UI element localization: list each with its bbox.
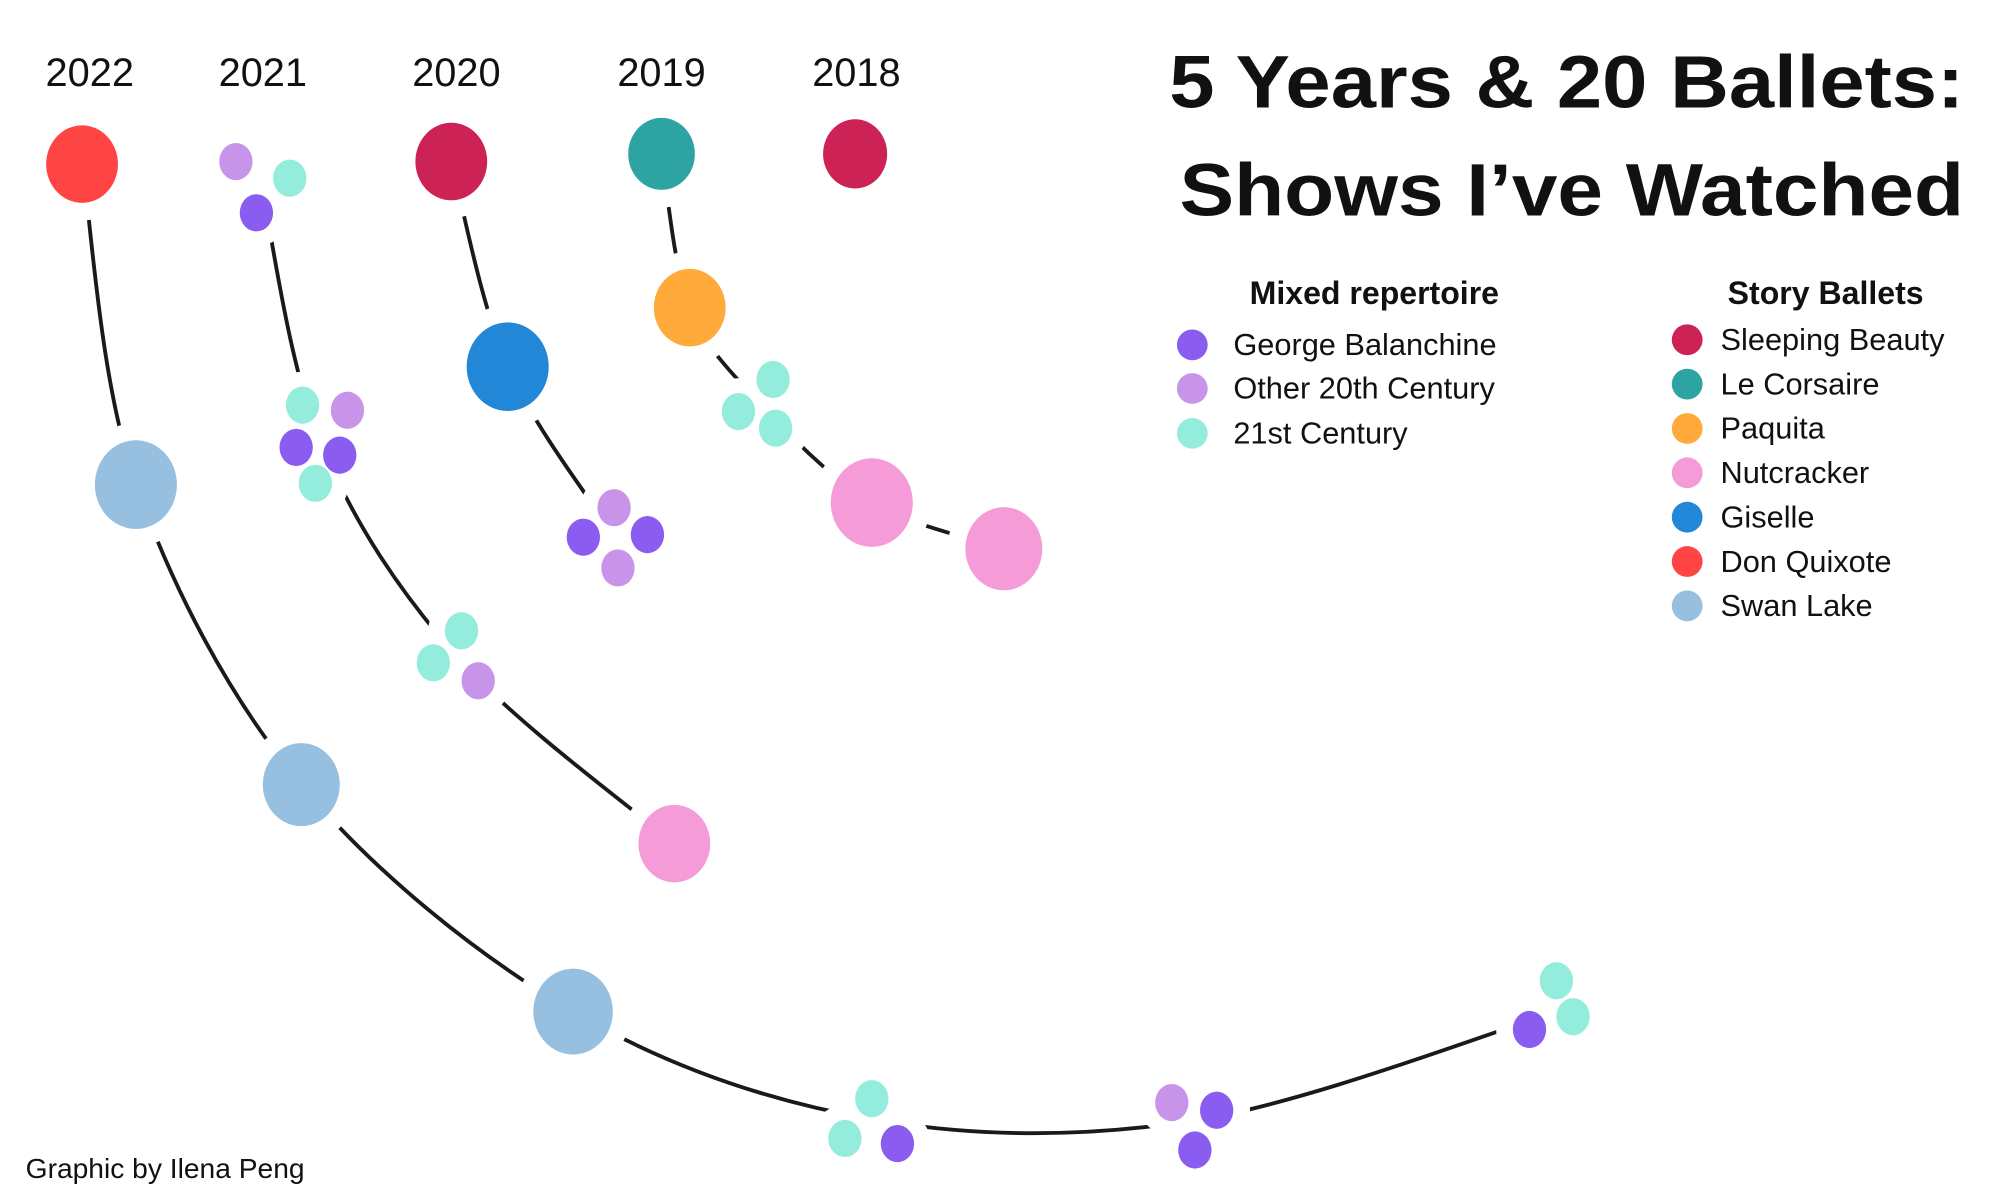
legend-mixed-repertoire: Mixed repertoire George Balanchine Other … <box>1176 275 1499 451</box>
dot-george-balanchine <box>239 194 274 232</box>
legend-dot-sleeping-beauty <box>1671 324 1703 356</box>
dot-21st-century <box>285 386 320 424</box>
show-2019-4 <box>812 441 931 565</box>
bubble-giselle <box>466 322 549 411</box>
timeline-line-2021 <box>258 177 677 846</box>
legend-dot-nutcracker <box>1671 457 1703 489</box>
legend-label: Paquita <box>1721 411 1826 446</box>
dot-21st-century <box>444 612 479 650</box>
legend-label: Don Quixote <box>1721 544 1892 579</box>
dot-george-balanchine <box>1200 1091 1234 1129</box>
dot-other-20th-century <box>330 391 365 429</box>
legend-dot-le-corsaire <box>1671 368 1703 400</box>
dot-george-balanchine <box>1512 1010 1547 1049</box>
show-2021-1 <box>202 128 324 247</box>
show-2019-2 <box>635 251 744 365</box>
legend-mixed-header: Mixed repertoire <box>1250 275 1499 311</box>
dot-21st-century <box>855 1080 889 1118</box>
bubble-nutcracker <box>638 804 711 883</box>
show-2021-4 <box>620 787 729 900</box>
dot-21st-century <box>828 1119 862 1158</box>
credit: Graphic by Ilena Peng <box>26 1152 305 1184</box>
show-2019-5 <box>947 489 1061 608</box>
dot-other-20th-century <box>219 142 253 181</box>
bubble-nutcracker <box>830 458 913 547</box>
legend-label: Le Corsaire <box>1721 366 1880 401</box>
year-label-2020: 2020 <box>412 51 500 95</box>
show-2018-1 <box>805 101 906 207</box>
year-label-2018: 2018 <box>812 51 900 95</box>
dot-21st-century <box>756 360 790 399</box>
bubble-le-corsaire <box>628 117 695 190</box>
legend-dot-swan-lake <box>1671 590 1703 622</box>
year-label-2021: 2021 <box>219 51 307 95</box>
show-2020-2 <box>448 305 567 429</box>
dot-21st-century <box>1539 962 1574 1000</box>
dot-21st-century <box>416 644 450 682</box>
dot-other-20th-century <box>461 662 495 700</box>
timeline-nodes <box>28 100 1607 1184</box>
show-2021-3 <box>400 597 512 715</box>
dot-george-balanchine <box>630 516 665 554</box>
year-labels: 2022 2021 2020 2019 2018 <box>46 51 901 95</box>
bubble-don-quixote <box>46 125 118 203</box>
dot-george-balanchine <box>323 436 357 474</box>
legend-dot-don-quixote <box>1671 546 1703 577</box>
show-2022-6 <box>1138 1069 1250 1184</box>
bubble-paquita <box>653 268 726 347</box>
show-2022-2 <box>76 423 195 547</box>
legend-dot-george-balanchine <box>1176 329 1208 361</box>
show-2021-2 <box>262 371 381 517</box>
show-2022-5 <box>811 1065 931 1177</box>
legend-label: 21st Century <box>1233 416 1408 451</box>
bubble-swan-lake <box>262 743 340 827</box>
year-label-2019: 2019 <box>617 51 705 95</box>
legend-dot-paquita <box>1671 413 1703 444</box>
show-2020-1 <box>397 105 506 218</box>
legend-dot-other-20th-century <box>1176 373 1208 404</box>
show-2022-3 <box>244 725 358 844</box>
legend-story-ballets: Story Ballets Sleeping Beauty Le Corsaire… <box>1671 275 1946 623</box>
dot-21st-century <box>721 392 756 431</box>
bubble-sleeping-beauty <box>415 122 488 201</box>
dot-george-balanchine <box>1178 1131 1212 1169</box>
title-line-1: 5 Years & 20 Ballets: <box>1169 41 1964 124</box>
legend-label: Nutcracker <box>1721 455 1870 490</box>
bubble-sleeping-beauty <box>823 119 888 189</box>
dot-21st-century <box>1556 998 1590 1036</box>
show-2022-1 <box>28 107 136 221</box>
legend-label: George Balanchine <box>1233 327 1496 362</box>
show-2022-7 <box>1496 947 1607 1063</box>
legend-label: Sleeping Beauty <box>1721 322 1946 357</box>
legend-label: Giselle <box>1721 499 1815 534</box>
dot-george-balanchine <box>880 1125 915 1163</box>
dot-other-20th-century <box>601 549 635 587</box>
legend-story-header: Story Ballets <box>1728 275 1924 311</box>
legend-dot-giselle <box>1671 501 1703 533</box>
dot-21st-century <box>273 159 307 197</box>
dot-21st-century <box>758 409 793 447</box>
bubble-swan-lake <box>533 968 613 1055</box>
legend-label: Other 20th Century <box>1233 371 1495 406</box>
show-2022-4 <box>515 951 631 1072</box>
show-2019-1 <box>610 100 713 208</box>
bubble-nutcracker <box>965 507 1043 591</box>
dot-george-balanchine <box>566 518 600 556</box>
legend-label: Swan Lake <box>1721 588 1873 623</box>
show-2020-3 <box>550 474 681 602</box>
bubble-swan-lake <box>94 440 177 529</box>
dot-21st-century <box>298 464 333 502</box>
dot-other-20th-century <box>597 489 631 527</box>
legend-dot-21st-century <box>1176 417 1208 449</box>
dot-george-balanchine <box>279 428 313 467</box>
dot-other-20th-century <box>1155 1083 1189 1122</box>
year-label-2022: 2022 <box>46 51 134 95</box>
title-line-2: Shows I’ve Watched <box>1179 148 1964 231</box>
show-2019-3 <box>705 346 809 462</box>
